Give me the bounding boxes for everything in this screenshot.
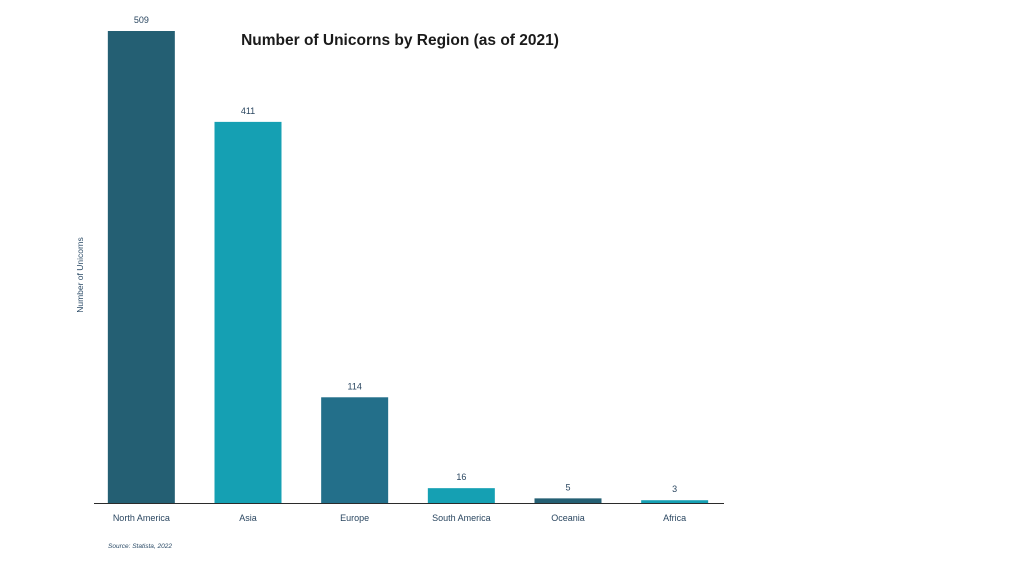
data-label-north-america: 509 [134,15,149,25]
bar-europe [321,397,389,503]
x-tick-labels-group: North America Asia Europe South America Ocea… [113,513,686,523]
data-label-oceania: 5 [565,482,570,492]
bar-africa [641,500,709,503]
x-tick-label-asia: Asia [239,513,257,523]
bar-asia [214,121,282,504]
y-axis-label: Number of Unicorns [75,237,85,313]
chart-title: Number of Unicorns by Region (as of 2021… [241,32,559,49]
bars-group [107,31,709,504]
bar-south-america [427,488,495,503]
x-tick-label-oceania: Oceania [551,513,585,523]
x-tick-label-north-america: North America [113,513,170,523]
x-tick-label-africa: Africa [663,513,686,523]
bar-north-america [107,31,175,503]
data-label-south-america: 16 [456,472,466,482]
data-label-asia: 411 [241,106,255,116]
x-tick-label-south-america: South America [432,513,491,523]
data-label-africa: 3 [672,484,677,494]
data-labels-group: 509 411 114 16 5 3 [134,15,677,494]
data-label-europe: 114 [347,381,361,391]
source-note: Source: Statista, 2022 [108,543,172,550]
bar-oceania [534,498,602,503]
x-tick-label-europe: Europe [340,513,369,523]
